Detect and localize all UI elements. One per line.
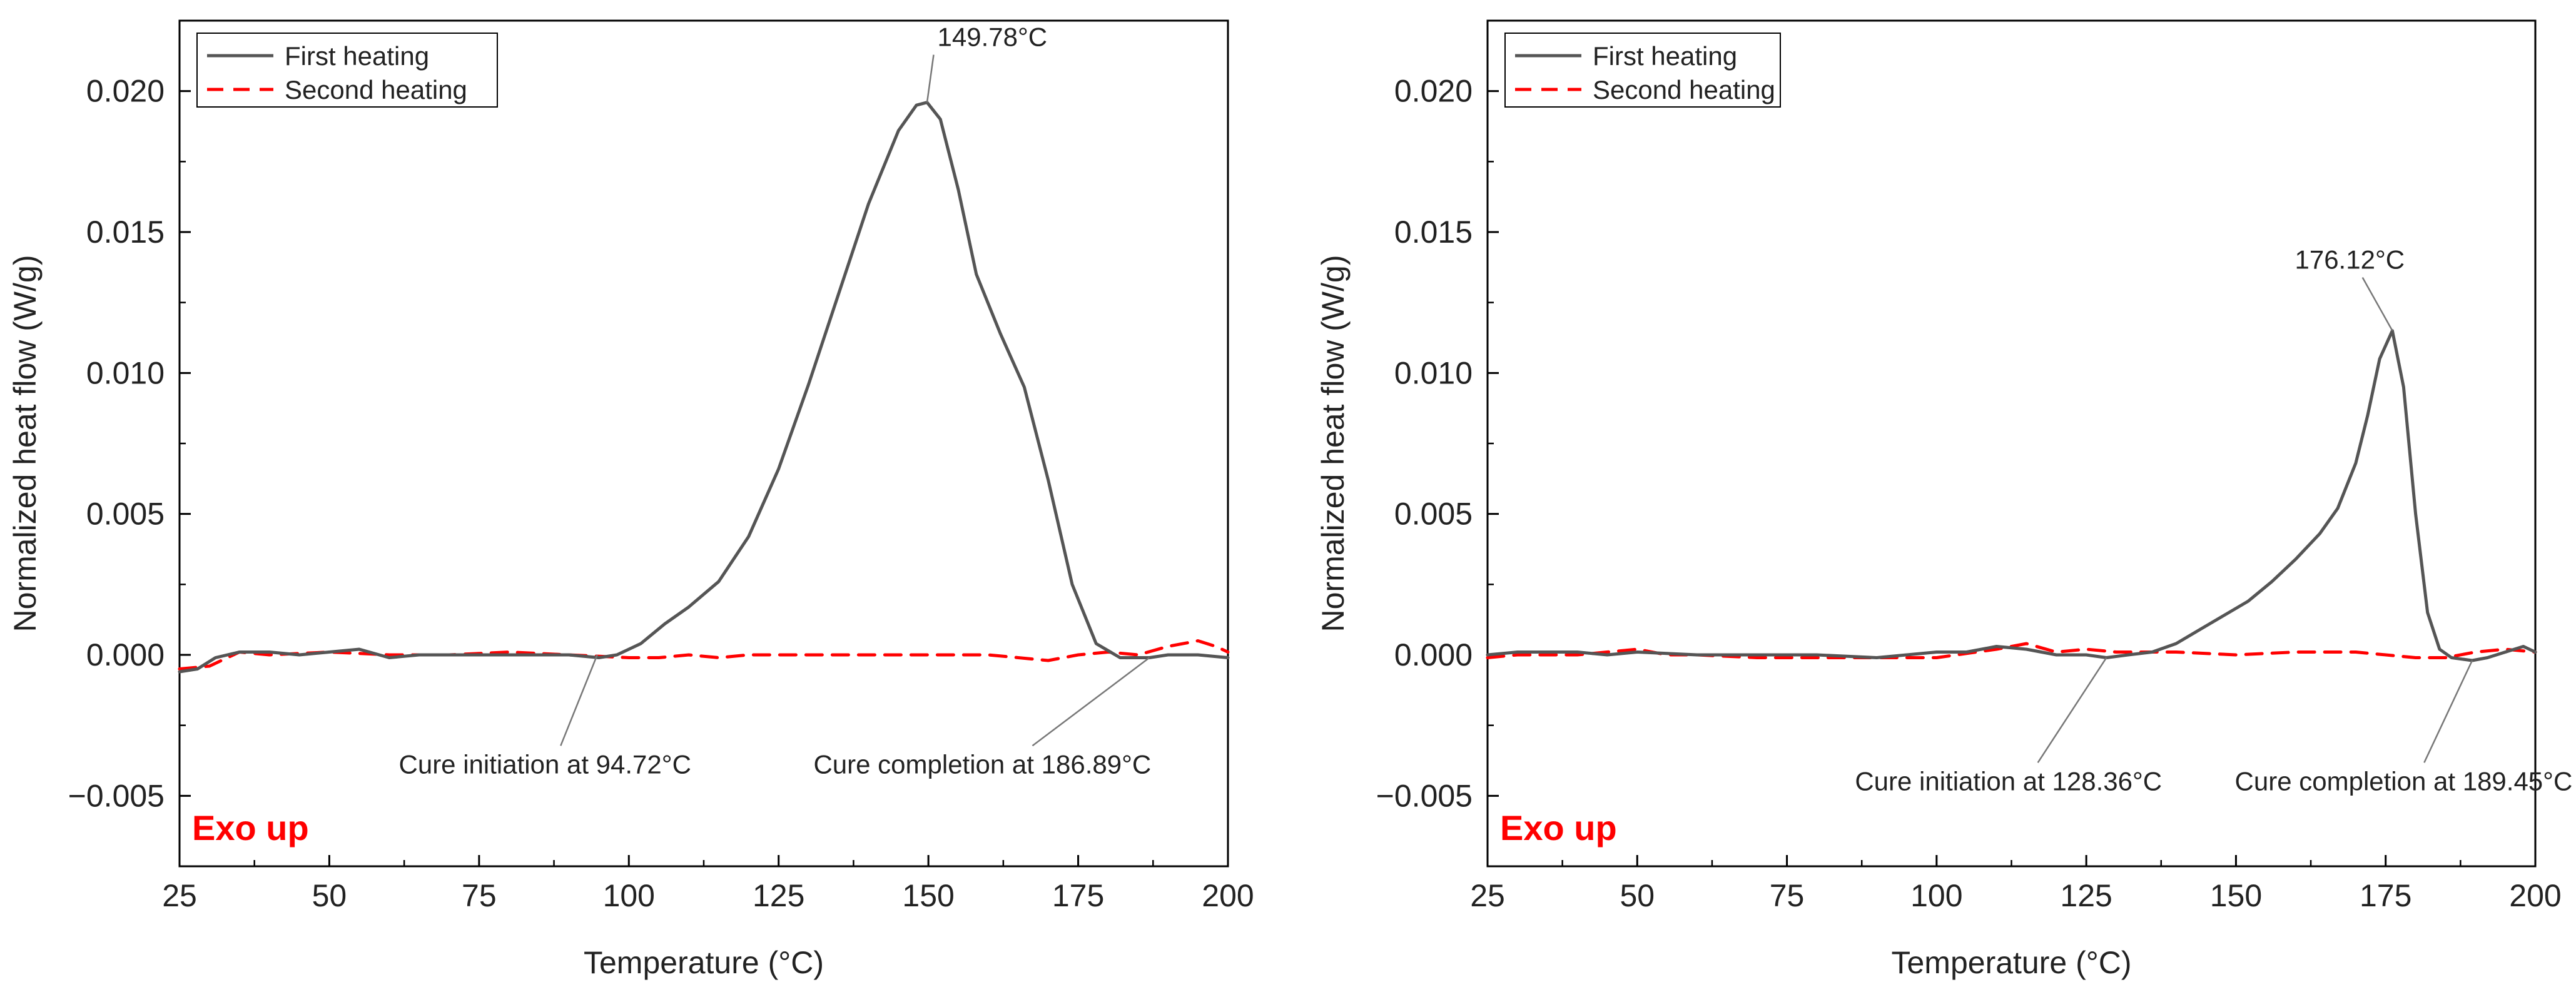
series-line-second-heating <box>178 639 1230 671</box>
annotation-label: Cure initiation at 128.36°C <box>1855 766 2162 796</box>
annotation-leader-line <box>2361 276 2393 331</box>
y-tick-label: 0.020 <box>1394 74 1473 109</box>
x-tick-label: 175 <box>1052 878 1104 913</box>
annotation-label: Cure initiation at 94.72°C <box>399 749 691 779</box>
y-tick-label: −0.005 <box>1376 778 1473 813</box>
y-tick-label: 0.000 <box>1394 637 1473 672</box>
x-tick-label: 175 <box>2360 878 2411 913</box>
legend-box <box>196 33 498 108</box>
x-tick-label: 50 <box>312 878 347 913</box>
x-tick-label: 125 <box>2060 878 2112 913</box>
series-line-second-heating <box>1486 642 2537 659</box>
x-tick-label: 200 <box>2509 878 2561 913</box>
legend-label: Second heating <box>1593 75 1775 104</box>
x-tick-label: 100 <box>1910 878 1962 913</box>
chart-panel-left: 25 50 75 100 125 150 175 200 −0.005 0.000 0.005 0.0… <box>8 19 1254 980</box>
legend-box <box>1504 33 1781 108</box>
annotation-leader-line <box>560 654 598 746</box>
x-axis-title: Temperature (°C) <box>1892 945 2132 980</box>
y-tick-label: 0.015 <box>86 215 165 250</box>
x-tick-label: 25 <box>1470 878 1505 913</box>
annotation-label: 149.78°C <box>938 23 1048 52</box>
x-tick-label: 200 <box>1202 878 1254 913</box>
y-tick-label: 0.010 <box>1394 355 1473 390</box>
exo-up-label: Exo up <box>1500 808 1617 848</box>
y-tick-label: 0.015 <box>1394 215 1473 250</box>
annotation-label: 176.12°C <box>2295 245 2405 275</box>
series-line-first-heating <box>1486 329 2537 662</box>
y-tick-label: 0.000 <box>86 637 165 672</box>
series-line-first-heating <box>178 101 1230 674</box>
x-axis-title: Temperature (°C) <box>584 945 824 980</box>
legend-label: Second heating <box>285 75 467 104</box>
legend: First heating Second heating <box>1504 33 1781 108</box>
x-tick-label: 100 <box>603 878 655 913</box>
annotation-label: Cure completion at 186.89°C <box>813 749 1151 779</box>
legend-label: First heating <box>285 41 429 71</box>
plot-frame <box>178 19 1229 868</box>
annotation-label: Cure completion at 189.45°C <box>2235 766 2573 796</box>
y-tick-label: 0.005 <box>86 497 165 532</box>
x-tick-label: 125 <box>753 878 804 913</box>
x-tick-label: 25 <box>162 878 197 913</box>
chart-panel-right: 25 50 75 100 125 150 175 200 −0.005 0.000 0.005 0.0… <box>1316 19 2573 980</box>
annotation-leader-line <box>2423 660 2473 763</box>
legend-label: First heating <box>1593 41 1737 71</box>
x-tick-label: 50 <box>1620 878 1655 913</box>
y-axis-title: Normalized heat flow (W/g) <box>1316 255 1351 632</box>
x-tick-label: 75 <box>1770 878 1805 913</box>
plot-frame <box>1486 19 2537 868</box>
exo-up-label: Exo up <box>192 808 309 848</box>
x-tick-label: 150 <box>902 878 954 913</box>
annotation-leader-line <box>1032 657 1150 747</box>
x-tick-label: 150 <box>2210 878 2262 913</box>
annotation-leader-line <box>2037 657 2107 764</box>
y-axis-title: Normalized heat flow (W/g) <box>8 255 43 632</box>
y-tick-label: 0.020 <box>86 74 165 109</box>
x-tick-label: 75 <box>462 878 497 913</box>
y-tick-label: 0.005 <box>1394 497 1473 532</box>
y-tick-label: −0.005 <box>68 778 165 813</box>
y-tick-label: 0.010 <box>86 355 165 390</box>
legend: First heating Second heating <box>196 33 498 108</box>
annotation-leader-line <box>926 54 935 103</box>
